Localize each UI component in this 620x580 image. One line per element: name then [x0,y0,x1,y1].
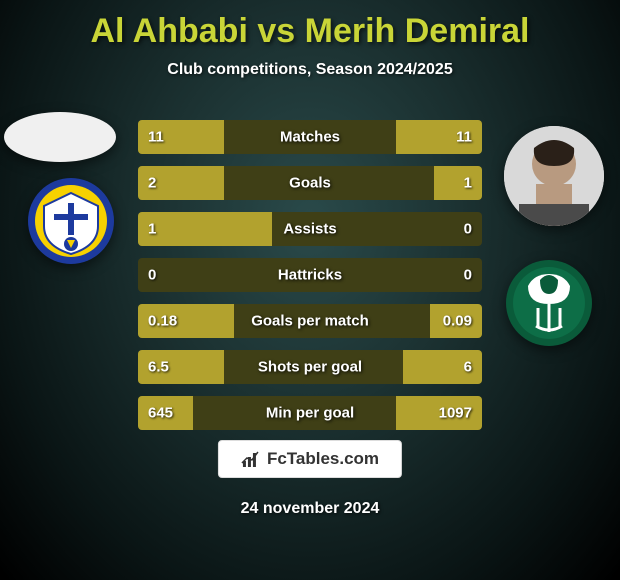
stat-row: 6451097Min per goal [138,396,482,430]
stat-label: Hattricks [138,267,482,284]
player-left-avatar [4,112,116,162]
title-player2: Merih Demiral [305,12,530,50]
site-logo-box: FcTables.com [218,440,402,478]
stat-label: Goals per match [138,313,482,330]
stat-row: 21Goals [138,166,482,200]
title-player1: Al Ahbabi [91,12,248,50]
club-left-crest-icon [28,178,114,264]
stat-label: Shots per goal [138,359,482,376]
club-right-crest [506,260,592,346]
stat-row: 00Hattricks [138,258,482,292]
stat-row: 10Assists [138,212,482,246]
player-right-portrait-icon [504,126,604,226]
comparison-title: Al Ahbabi vs Merih Demiral [0,0,620,51]
stat-row: 0.180.09Goals per match [138,304,482,338]
site-logo-text: FcTables.com [267,449,379,469]
stat-bars-container: 1111Matches 21Goals 10Assists 00Hattricks 0.… [138,120,482,442]
content-root: Al Ahbabi vs Merih Demiral Club competit… [0,0,620,580]
club-left-crest [28,178,114,264]
stat-row: 6.56Shots per goal [138,350,482,384]
stat-label: Matches [138,129,482,146]
player-right-avatar [504,126,604,226]
stat-label: Min per goal [138,405,482,422]
stat-label: Assists [138,221,482,238]
stat-label: Goals [138,175,482,192]
title-vs: vs [248,12,305,50]
club-right-crest-icon [506,260,592,346]
stat-row: 1111Matches [138,120,482,154]
comparison-subtitle: Club competitions, Season 2024/2025 [0,61,620,79]
chart-icon [241,449,261,469]
snapshot-date: 24 november 2024 [0,500,620,518]
